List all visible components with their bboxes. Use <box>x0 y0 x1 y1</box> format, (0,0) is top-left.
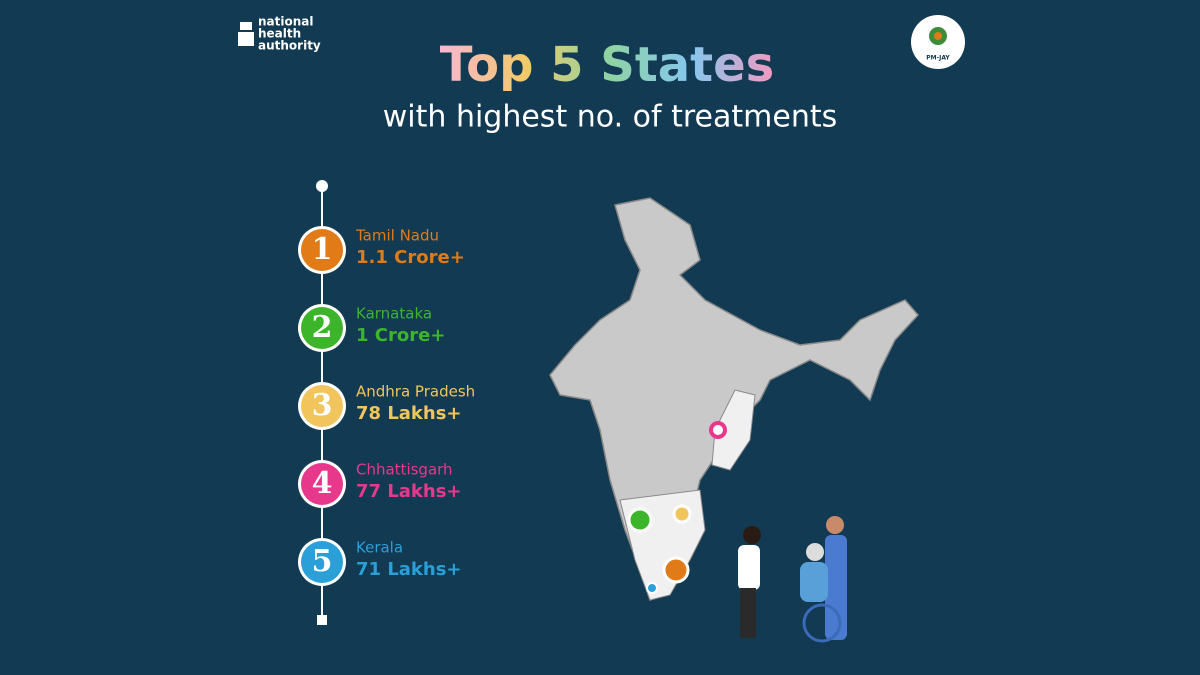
person-head <box>743 526 761 544</box>
map-dot <box>646 582 658 594</box>
rank-badge <box>301 385 343 427</box>
state-value: 78 Lakhs+ <box>356 403 462 424</box>
state-name: Kerala <box>356 539 403 557</box>
rank-number: 4 <box>312 466 333 501</box>
map-dot <box>627 507 653 533</box>
map-dot <box>672 504 692 524</box>
state-name: Tamil Nadu <box>355 227 439 245</box>
map-dot <box>662 556 690 584</box>
state-name: Chhattisgarh <box>356 461 453 479</box>
state-name: Karnataka <box>356 305 432 323</box>
wheel <box>802 603 842 643</box>
logo-text: health <box>258 27 301 41</box>
illustration <box>738 516 847 643</box>
map-dot <box>709 421 727 439</box>
rank-number: 3 <box>312 388 333 423</box>
emblem <box>238 22 254 46</box>
person-legs <box>740 588 756 638</box>
timeline-start <box>316 180 328 192</box>
person-body <box>825 535 847 640</box>
timeline-end <box>317 615 327 625</box>
rank-number: 1 <box>312 232 333 267</box>
state-value: 1 Crore+ <box>356 325 445 346</box>
rank-badge <box>301 463 343 505</box>
rank-badge <box>301 541 343 583</box>
state-name: Andhra Pradesh <box>356 383 475 401</box>
nha-logo: national health authority <box>238 15 321 53</box>
person-head <box>826 516 844 534</box>
rank-badge <box>301 229 343 271</box>
rank-number: 5 <box>312 544 333 579</box>
logo-center <box>934 32 942 40</box>
state-value: 71 Lakhs+ <box>356 559 462 580</box>
state-value: 1.1 Crore+ <box>356 247 465 268</box>
rank-badge <box>301 307 343 349</box>
pmjay-logo: PM-JAY <box>911 15 965 69</box>
logo-text: national <box>258 15 314 29</box>
subtitle: with highest no. of treatments <box>383 100 837 135</box>
logo-text: PM-JAY <box>926 55 950 62</box>
state-value: 77 Lakhs+ <box>356 481 462 502</box>
person-coat <box>738 545 760 590</box>
person-body <box>800 562 828 602</box>
person-head <box>806 543 824 561</box>
title: Top 5 States <box>440 37 775 93</box>
rank-number: 2 <box>312 310 333 345</box>
logo-text: authority <box>258 39 321 53</box>
ranking-list: 1 Tamil Nadu 1.1 Crore+ 2 Karnataka 1 Crore+ 3… <box>298 226 475 586</box>
